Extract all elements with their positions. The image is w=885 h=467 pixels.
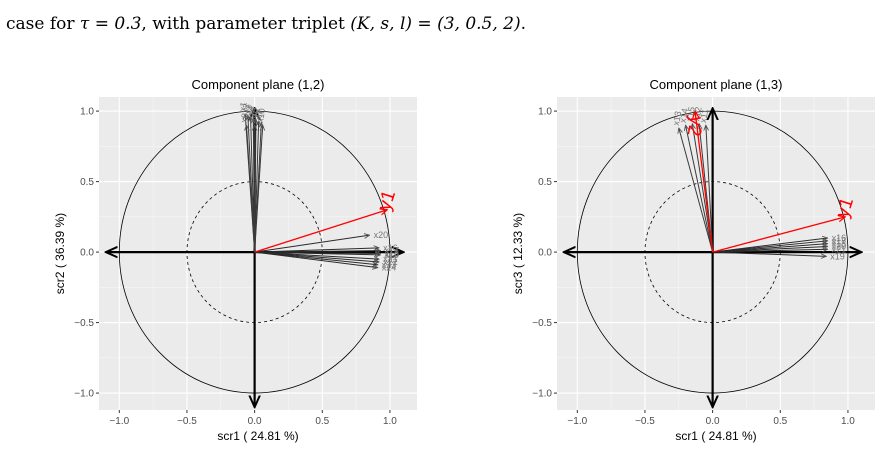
y-axis-label: scr2 ( 36.39 %) [53,213,67,294]
response-vector-y2 [695,111,714,253]
inner-circle [644,181,781,323]
response-vector-y1 [254,210,388,253]
caption-prefix: case for [6,14,80,34]
predictor-label-x17: x17 [384,246,399,256]
predictor-label-x18: x18 [832,239,847,249]
x-tick-label: −0.5 [635,416,655,427]
predictor-label-x3: x3 [243,104,255,115]
y-tick-label: −0.5 [532,318,552,329]
unit-circle [576,110,849,394]
x-tick-label: 0.0 [248,416,262,427]
predictor-label-x1: x1 [237,101,249,112]
predictor-label-x20: x20 [374,230,389,240]
predictor-label-x21: x21 [383,254,398,264]
x-tick-label: 1.0 [383,416,397,427]
response-label-y2: y2 [683,114,707,137]
y-axis-label: scr3 ( 12.33 %) [511,213,525,294]
plot-panel [557,97,875,410]
predictor-vector-x8 [246,125,256,253]
response-vector-y1 [712,217,846,253]
y-tick-label: 1.0 [80,107,94,118]
x-axis-label: scr1 ( 24.81 %) [217,429,298,443]
predictor-label-x5: x5 [248,107,260,118]
predictor-label-x11: x11 [698,108,710,123]
y-tick-label: −1.0 [532,389,552,400]
x-tick-label: 0.0 [706,416,720,427]
predictor-label-x2: x2 [240,103,252,114]
predictor-vector-x14 [686,125,714,253]
predictor-vector-x10 [254,125,263,253]
x-tick-label: 0.5 [773,416,787,427]
y-tick-label: 0.5 [80,177,94,188]
predictor-vector-x20 [712,246,828,253]
predictor-label-x18: x18 [384,249,399,259]
x-axis-label: scr1 ( 24.81 %) [675,429,756,443]
caption-triplet: (K, s, l) = (3, 0.5, 2) [350,14,521,34]
predictor-vector-x19 [254,251,381,255]
caption-middle: , with parameter triplet [141,14,351,34]
y-tick-label: 0.5 [538,177,552,188]
predictor-label-x20: x20 [832,241,847,251]
predictor-label-x6: x6 [251,108,263,119]
predictor-label-x16: x16 [832,233,847,243]
predictor-vector-x24 [254,251,378,268]
chart-title: Component plane (1,2) [192,77,325,92]
predictor-label-x10: x10 [255,108,267,124]
predictor-vector-x17 [712,241,828,253]
predictor-label-x12: x12 [691,106,703,122]
predictor-label-x8: x8 [239,112,251,123]
caption-tau: τ = 0.3 [79,14,142,34]
figure-caption: case for τ = 0.3, with parameter triplet… [6,14,876,34]
predictor-vector-x20 [254,235,370,253]
predictor-label-x9: x9 [247,112,259,123]
predictor-label-x13: x13 [671,110,683,126]
predictor-label-x19: x19 [384,250,399,260]
predictor-label-x14: x14 [678,108,690,124]
predictor-label-x17: x17 [832,236,847,246]
chart-title: Component plane (1,3) [650,77,783,92]
predictor-label-x23: x23 [382,260,397,270]
predictor-vector-x12 [699,124,714,253]
x-tick-label: −1.0 [109,416,129,427]
predictor-vector-x13 [679,128,714,253]
x-tick-label: −0.5 [177,416,197,427]
y-tick-label: 1.0 [538,107,552,118]
predictor-vector-x19 [712,251,827,256]
predictor-label-x15: x15 [684,106,696,122]
x-tick-label: −1.0 [567,416,587,427]
predictor-label-x21: x21 [832,244,847,254]
y-tick-label: −0.5 [74,318,94,329]
x-tick-label: 0.5 [315,416,329,427]
caption-suffix: . [520,14,527,34]
predictor-vector-x21 [712,249,828,253]
predictor-label-x16: x16 [383,243,398,253]
predictor-label-x19: x19 [830,251,845,261]
predictor-vector-x11 [706,125,714,253]
y-tick-label: −1.0 [74,389,94,400]
response-label-y1: y1 [832,195,858,221]
predictor-label-x7: x7 [254,110,266,121]
predictor-label-x22: x22 [383,257,398,267]
x-tick-label: 1.0 [841,416,855,427]
y-tick-label: 0.0 [80,248,94,259]
predictor-vector-x15 [692,124,714,253]
predictor-vector-x16 [712,238,828,253]
predictor-vector-x18 [712,244,828,253]
predictor-label-x4: x4 [245,105,257,116]
y-tick-label: 0.0 [538,248,552,259]
predictor-label-x24: x24 [382,263,397,273]
